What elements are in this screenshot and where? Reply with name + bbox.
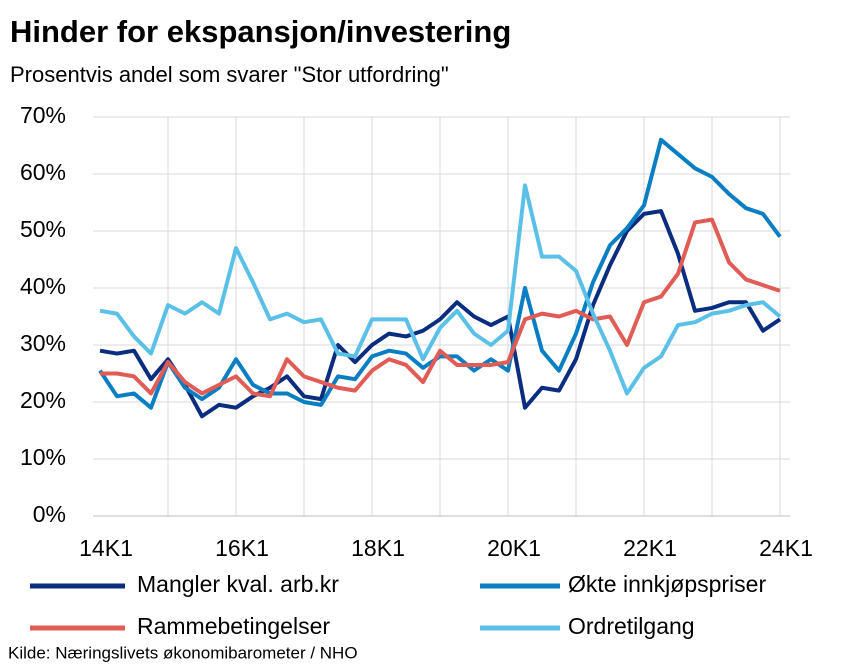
series-line	[100, 217, 781, 399]
chart-subtitle: Prosentvis andel som svarer "Stor utford…	[10, 62, 449, 87]
y-tick-label: 60%	[20, 159, 66, 185]
series-line	[99, 209, 782, 419]
series-line	[99, 183, 782, 396]
x-tick-label: 18K1	[351, 535, 405, 561]
legend-label: Økte innkjøpspriser	[568, 571, 766, 597]
legend-label: Mangler kval. arb.kr	[137, 571, 339, 597]
source: Kilde: Næringslivets økonomibarometer / …	[8, 643, 358, 662]
chart-title: Hinder for ekspansjon/investering	[10, 14, 511, 49]
y-tick-label: 30%	[20, 330, 66, 356]
y-tick-label: 20%	[20, 387, 66, 413]
y-tick-label: 40%	[20, 273, 66, 299]
x-tick-label: 14K1	[79, 535, 133, 561]
legend-label: Ordretilgang	[568, 613, 695, 639]
series-line	[98, 137, 782, 410]
x-tick-label: 24K1	[759, 535, 813, 561]
y-tick-label: 50%	[20, 216, 66, 242]
y-tick-label: 70%	[20, 102, 66, 128]
legend-label: Rammebetingelser	[137, 613, 330, 639]
x-tick-label: 20K1	[487, 535, 541, 561]
y-tick-label: 10%	[20, 444, 66, 470]
y-tick-label: 0%	[33, 501, 66, 527]
x-tick-label: 16K1	[215, 535, 269, 561]
x-tick-label: 22K1	[623, 535, 677, 561]
